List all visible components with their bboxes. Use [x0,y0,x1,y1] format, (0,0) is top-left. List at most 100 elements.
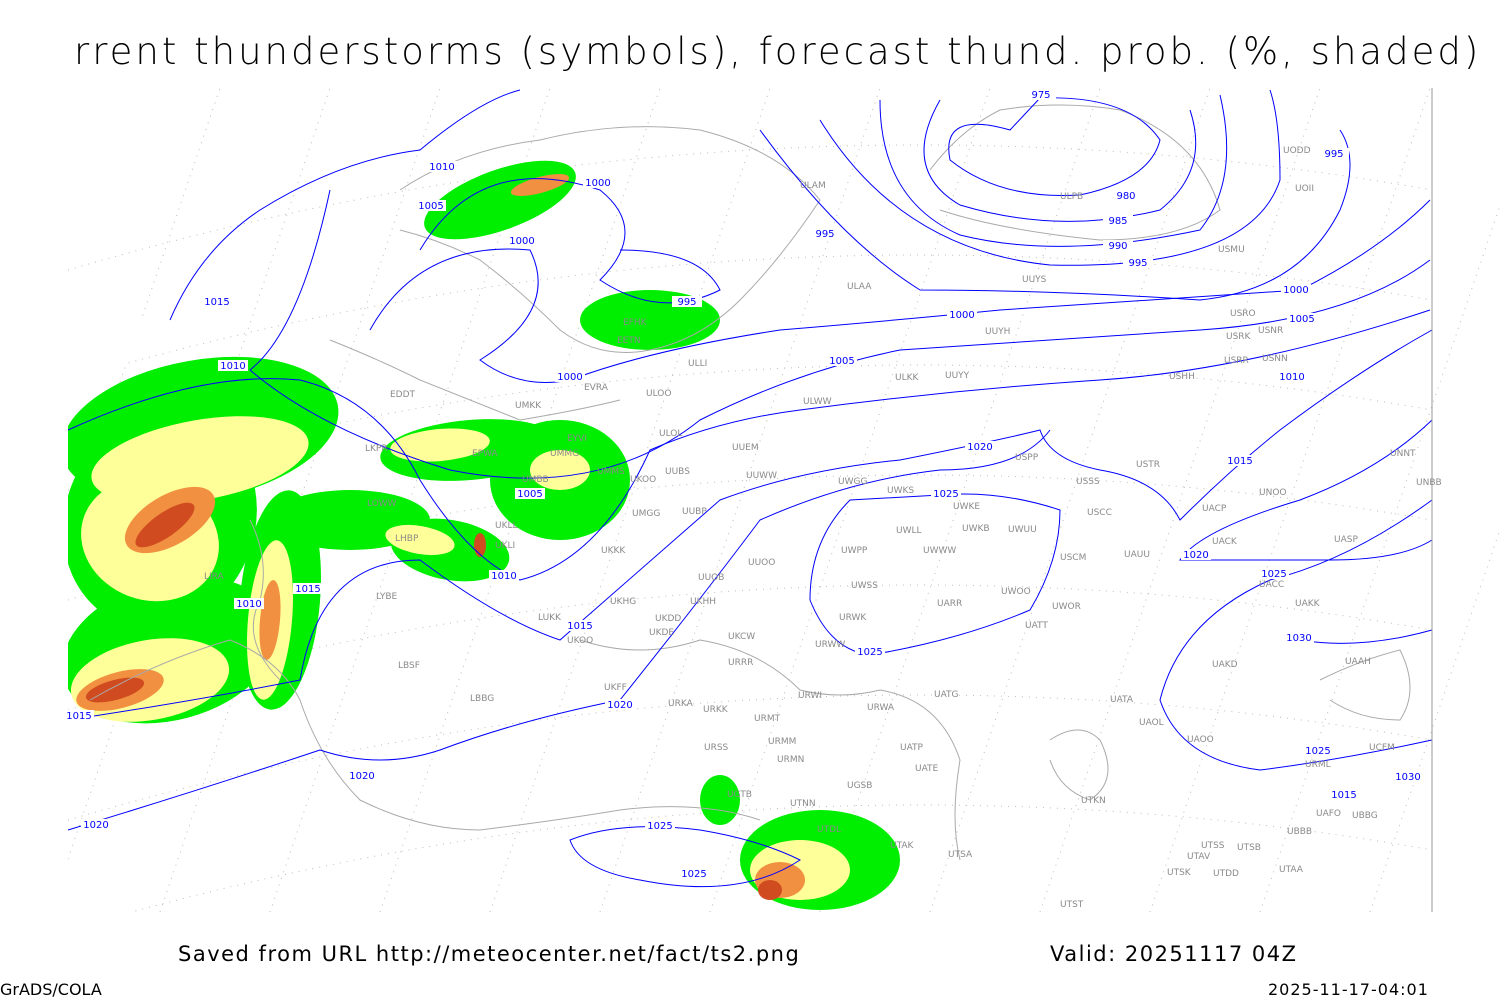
isobar [419,178,721,304]
station-label: UAOO [1187,735,1214,745]
probability-area [530,450,590,490]
station-label: UUOB [698,573,724,583]
station-label: USRK [1226,332,1252,342]
software-credit: GrADS/COLA [0,980,102,999]
isobar-label: 1010 [429,162,454,173]
station-label: UMBB [522,475,549,485]
station-label: LKPR [365,444,388,454]
isobar [67,309,1431,581]
isobar [879,94,1228,247]
isobar-label-bg [565,620,595,631]
station-label: USSS [1076,477,1100,487]
probability-area [390,428,490,462]
isobar-label-bg [1393,771,1423,782]
station-label: UWOO [1001,587,1031,597]
station-label: UATP [900,743,924,753]
station-labels: ULAM ULPB UODD UOII USMU ULAA UUYS USRO USRK USNR… [204,146,1442,910]
isobar-label-bg [1287,313,1317,324]
saved-from-url: Saved from URL http://meteocenter.net/fa… [178,942,801,966]
station-label: URMN [777,755,804,765]
isobar-label: 1015 [567,621,592,632]
isobar-label: 1015 [1227,456,1252,467]
isobar-label: 1020 [967,442,992,453]
station-label: USRR [1224,356,1249,366]
isobar-label-bg [1026,89,1056,100]
isobar-labels: 9759809859909959959959951000100010001000… [64,89,1423,880]
isobar-label: 1025 [1305,746,1330,757]
isobar-label: 995 [677,297,696,308]
isobar-label: 995 [1128,258,1147,269]
station-label: URWA [867,703,895,713]
isobar-label: 1020 [83,820,108,831]
station-label: ULOO [646,389,671,399]
probability-area [135,502,195,548]
station-label: EDDT [390,390,416,400]
isobar [369,199,1431,383]
isobar-label: 1000 [585,178,610,189]
isobar-label: 1000 [509,236,534,247]
station-label: UGSB [847,781,872,791]
station-label: URML [1305,760,1331,770]
station-label: UKHH [690,597,716,607]
station-label: UKDD [655,614,681,624]
isobar-label: 1000 [949,310,974,321]
station-label: UBBG [1352,811,1378,821]
station-label: UOII [1295,184,1314,194]
station-label: UTSB [1237,843,1261,853]
isobar-label: 1015 [204,297,229,308]
probability-area [474,533,486,557]
isobar-label: 975 [1031,90,1050,101]
station-label: UUYY [945,371,970,381]
isobar-label: 1015 [66,711,91,722]
isobar-label-bg [645,820,675,831]
isobar-label: 1015 [295,584,320,595]
station-label: URKA [668,699,694,709]
station-label: UTDD [1213,869,1239,879]
station-label: UKLI [495,541,515,551]
isobar-label: 1025 [1261,569,1286,580]
isobar-label-bg [416,200,446,211]
isobar-label: 980 [1116,191,1135,202]
station-label: UWUU [1008,525,1037,535]
station-label: UAKD [1212,660,1238,670]
isobar-label: 1005 [517,489,542,500]
isobar [809,493,1061,656]
isobar [759,129,1351,301]
station-label: LBSF [398,661,420,671]
station-label: URWK [839,613,867,623]
station-label: LUKK [538,613,562,623]
isobar-label: 985 [1108,216,1127,227]
isobar-label: 1025 [857,647,882,658]
isobar [169,89,521,321]
station-label: UUOO [748,558,775,568]
station-label: UATT [1025,621,1048,631]
station-label: ULAM [800,181,826,191]
station-label: UAAH [1345,657,1371,667]
isobar-label: 995 [1324,149,1343,160]
probability-area [700,775,740,825]
station-label: URKK [703,705,729,715]
station-label: UCFM [1369,743,1395,753]
isobar-label: 1025 [647,821,672,832]
isobar-label: 1020 [1183,550,1208,561]
station-label: USMU [1218,245,1245,255]
station-label: ULPB [1060,192,1083,202]
isobar-label: 1010 [491,571,516,582]
station-label: UTDL [817,825,841,835]
station-label: LBBG [470,694,494,704]
isobar-label-bg [1277,371,1307,382]
station-label: URMT [754,714,781,724]
isobar-label-bg [427,161,457,172]
isobar-label-bg [965,441,995,452]
isobar [1299,629,1433,644]
station-label: UKKK [601,546,626,556]
isobar-label-bg [1111,190,1141,201]
meridian [1369,527,1500,913]
station-label: UTKN [1081,796,1106,806]
station-label: UACP [1202,504,1227,514]
station-label: UATE [915,764,939,774]
station-label: USHH [1169,372,1195,382]
station-label: UTSS [1201,841,1225,851]
station-label: UTST [1060,900,1084,910]
